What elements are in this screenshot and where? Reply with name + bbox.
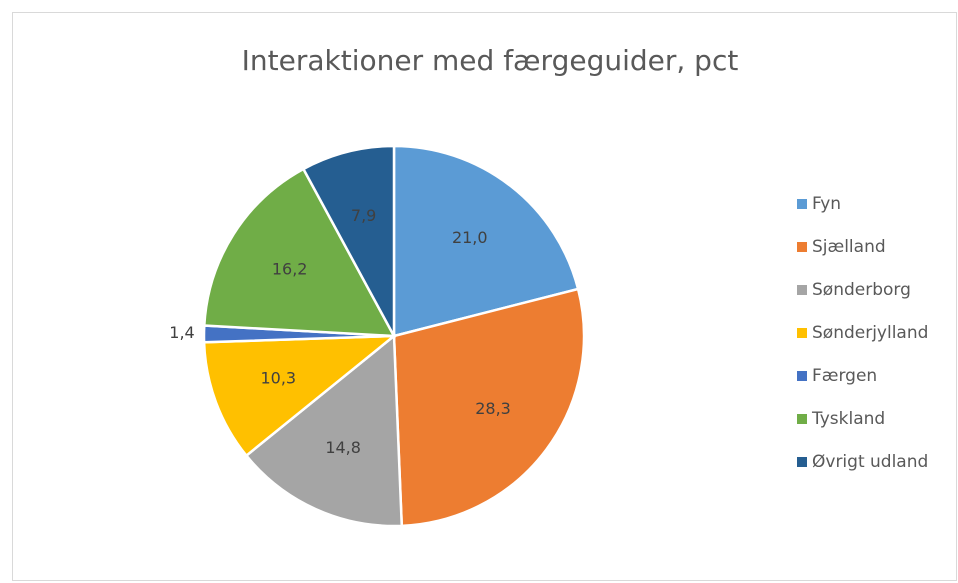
- data-label: 28,3: [475, 399, 511, 418]
- legend-label: Øvrigt udland: [812, 452, 928, 472]
- legend-swatch: [797, 242, 807, 252]
- legend-label: Færgen: [812, 366, 877, 386]
- pie-slice: [301, 144, 396, 337]
- legend-swatch: [797, 285, 807, 295]
- data-label: 21,0: [452, 228, 488, 247]
- legend-label: Fyn: [812, 194, 841, 214]
- pie-slice: [244, 333, 404, 528]
- legend-swatch: [797, 457, 807, 467]
- legend-swatch: [797, 414, 807, 424]
- data-label: 10,3: [260, 369, 296, 388]
- legend-label: Sjælland: [812, 237, 886, 257]
- pie-slice: [202, 334, 398, 458]
- chart-title: Interaktioner med færgeguider, pct: [242, 44, 739, 77]
- legend-label: Tyskland: [811, 409, 885, 429]
- data-label: 14,8: [325, 438, 361, 457]
- data-label: 7,9: [351, 206, 376, 225]
- data-label: 16,2: [272, 259, 308, 278]
- legend-label: Sønderborg: [812, 280, 911, 300]
- legend-swatch: [797, 199, 807, 209]
- pie-slice: [392, 144, 580, 338]
- legend-swatch: [797, 371, 807, 381]
- pie-slice: [202, 167, 397, 338]
- legend-swatch: [797, 328, 807, 338]
- data-label: 1,4: [169, 323, 194, 342]
- legend-label: Sønderjylland: [812, 323, 928, 343]
- pie-slice: [392, 287, 586, 528]
